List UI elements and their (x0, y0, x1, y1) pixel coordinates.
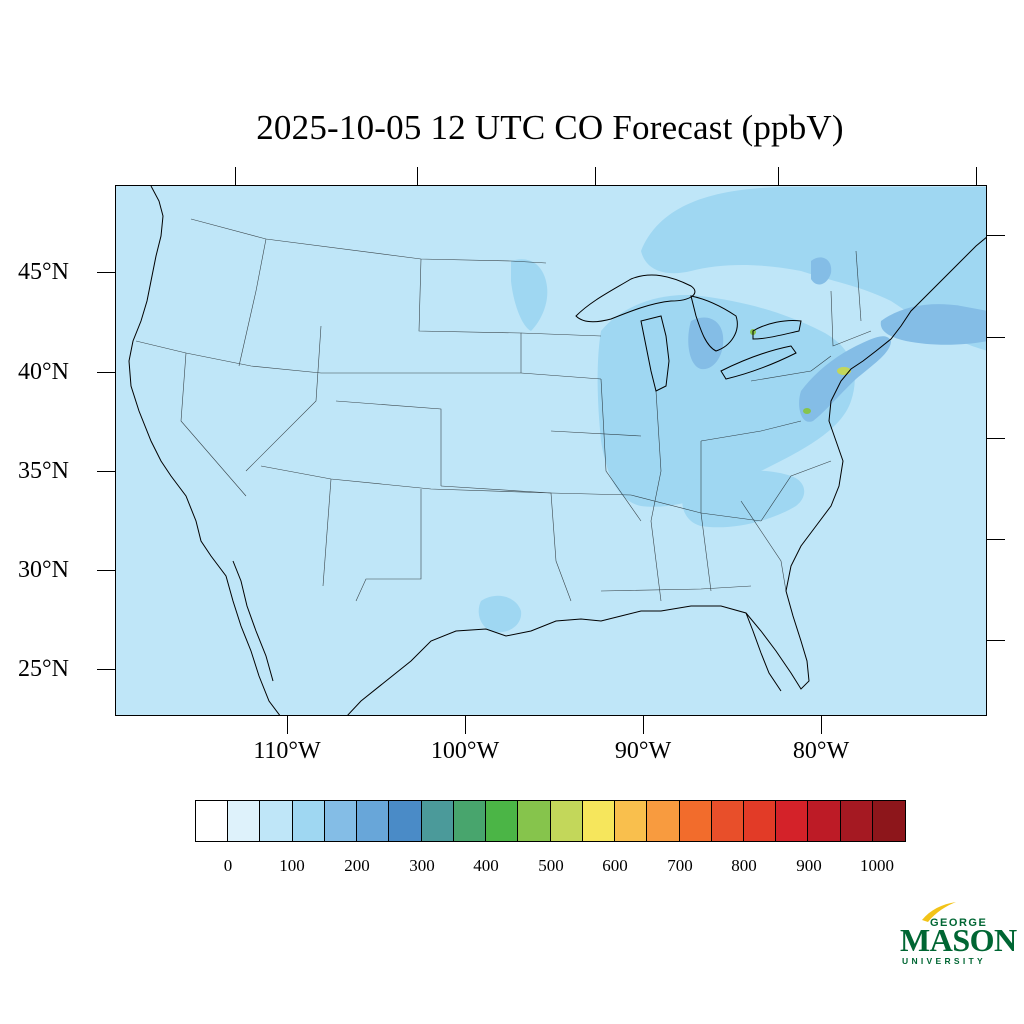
colorbar-label: 900 (796, 856, 822, 875)
top-tick (595, 167, 596, 185)
colorbar-cell (872, 801, 906, 841)
right-tick (987, 539, 1005, 540)
bottom-tick (287, 716, 288, 734)
coastlines (128, 186, 986, 715)
colorbar-label: 200 (344, 856, 370, 875)
logo-line-mason: MASON (900, 922, 1017, 958)
right-tick (987, 640, 1005, 641)
colorbar-cell (679, 801, 712, 841)
colorbar-label: 1000 (860, 856, 894, 875)
bottom-tick (643, 716, 644, 734)
colorbar-label: 400 (473, 856, 499, 875)
lon-label: 80°W (792, 738, 850, 764)
elevated-region-plains (511, 259, 548, 331)
left-tick (97, 570, 115, 571)
bottom-tick (821, 716, 822, 734)
colorbar-label: 100 (279, 856, 305, 875)
colorbar-cell (357, 801, 390, 841)
colorbar-cell (776, 801, 809, 841)
lat-label: 25°N (18, 656, 69, 682)
state-borders (135, 218, 872, 602)
colorbar-cell (615, 801, 648, 841)
great-lakes-huron (690, 295, 738, 352)
colorbar-label: 600 (602, 856, 628, 875)
top-tick (778, 167, 779, 185)
high-region-ny (811, 257, 832, 285)
colorbar-cell (292, 801, 325, 841)
colorbar-label: 500 (538, 856, 564, 875)
elevated-region-southeast (682, 470, 805, 528)
lon-label: 90°W (614, 738, 672, 764)
baja-east (232, 560, 274, 682)
lat-label: 45°N (18, 259, 69, 285)
colorbar-cell (647, 801, 680, 841)
bottom-tick (465, 716, 466, 734)
logo-line-george: GEORGE (930, 917, 988, 929)
high-region-michigan (688, 317, 724, 370)
colorbar (195, 800, 906, 842)
right-tick (987, 337, 1005, 338)
colorbar-label: 800 (731, 856, 757, 875)
florida-west (745, 612, 782, 692)
top-tick (976, 167, 977, 185)
right-tick (987, 438, 1005, 439)
colorbar-cell (421, 801, 454, 841)
colorbar-cell (389, 801, 422, 841)
left-tick (97, 669, 115, 670)
great-lakes-ontario (752, 320, 802, 340)
colorbar-label: 300 (409, 856, 435, 875)
colorbar-cell (196, 801, 229, 841)
great-lakes-michigan (640, 315, 670, 392)
co-forecast-map (115, 185, 987, 716)
left-tick (97, 372, 115, 373)
colorbar-cell (840, 801, 873, 841)
west-coast (128, 186, 281, 715)
colorbar-cell (582, 801, 616, 841)
left-tick (97, 471, 115, 472)
elevated-region-ohio-valley (597, 295, 855, 507)
great-lakes-superior (575, 274, 696, 323)
colorbar-cell (453, 801, 487, 841)
colorbar-label: 0 (223, 856, 233, 875)
chart-title: 2025-10-05 12 UTC CO Forecast (ppbV) (256, 108, 844, 147)
gulf-coast (347, 237, 986, 715)
lon-label: 110°W (253, 738, 321, 764)
lat-label: 40°N (18, 359, 69, 385)
right-tick (987, 235, 1005, 236)
george-mason-logo: GEORGE MASON UNIVERSITY (898, 900, 1017, 970)
lat-label: 35°N (18, 458, 69, 484)
top-tick (235, 167, 236, 185)
elevated-region-texas (478, 595, 522, 633)
lat-label: 30°N (18, 557, 69, 583)
colorbar-cell (518, 801, 551, 841)
colorbar-cell (260, 801, 293, 841)
hotspot-baltimore (803, 408, 811, 414)
colorbar-label: 700 (667, 856, 693, 875)
colorbar-cell (808, 801, 841, 841)
great-lakes-erie (720, 345, 797, 380)
colorbar-cell (324, 801, 358, 841)
high-region-atlantic (880, 304, 986, 345)
logo-line-university: UNIVERSITY (902, 956, 987, 966)
top-tick (417, 167, 418, 185)
colorbar-cell (711, 801, 744, 841)
lon-label: 100°W (430, 738, 500, 764)
colorbar-cell (228, 801, 261, 841)
colorbar-cell (550, 801, 583, 841)
colorbar-cell (486, 801, 519, 841)
left-tick (97, 272, 115, 273)
swoosh-icon (922, 902, 956, 922)
colorbar-cell (743, 801, 777, 841)
